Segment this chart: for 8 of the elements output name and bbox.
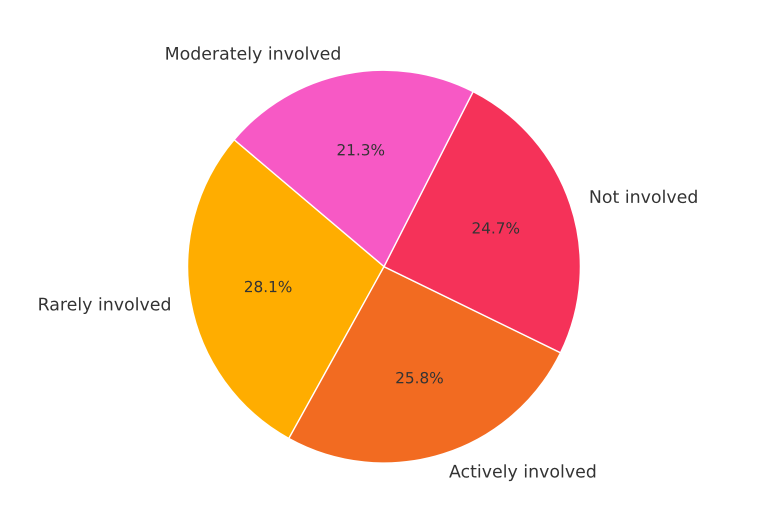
data-label: 28.1% [244, 280, 292, 292]
data-label: 21.3% [338, 144, 384, 156]
slice-label: Not involved [590, 190, 697, 204]
data-label: 24.7% [472, 222, 520, 234]
slice-label: Moderately involved [166, 46, 340, 64]
slice-label: Rarely involved [39, 297, 170, 314]
slice-label: Actively involved [449, 464, 596, 482]
data-label: 25.8% [396, 372, 443, 384]
